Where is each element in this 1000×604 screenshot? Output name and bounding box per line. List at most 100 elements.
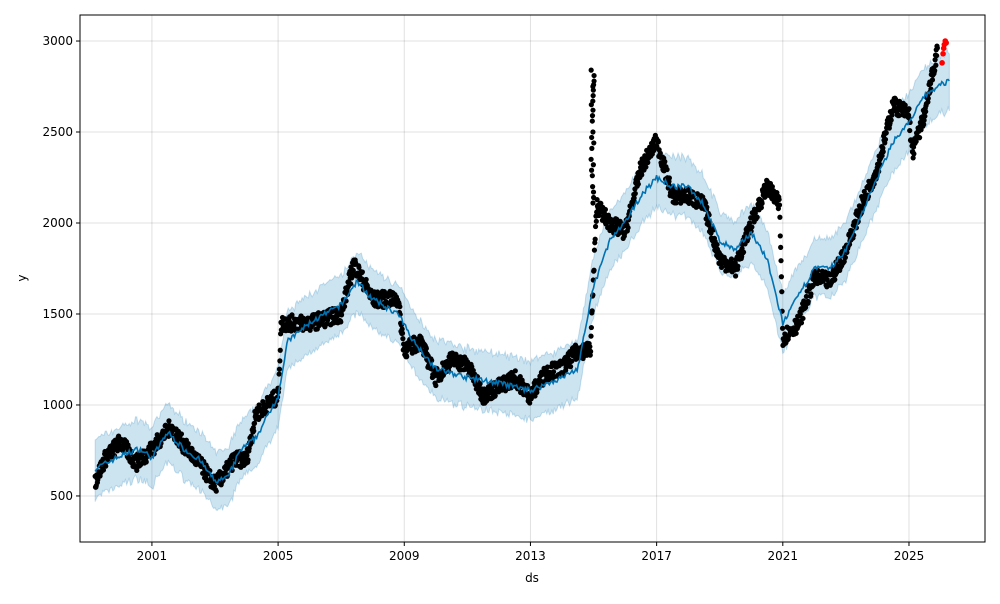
observed-point xyxy=(374,289,381,295)
observed-point xyxy=(808,291,814,297)
observed-point xyxy=(276,366,283,372)
observed-point xyxy=(625,225,631,231)
observed-point xyxy=(662,158,668,165)
observed-point xyxy=(589,118,595,124)
observed-point xyxy=(544,364,551,370)
observed-point xyxy=(100,467,107,473)
observed-point xyxy=(776,196,782,203)
observed-point xyxy=(591,140,597,146)
observed-point xyxy=(587,344,593,350)
observed-point xyxy=(588,67,594,73)
observed-point xyxy=(740,249,747,255)
observed-point xyxy=(880,149,886,155)
observed-point xyxy=(567,364,574,370)
future-actual-point xyxy=(940,50,946,57)
y-tick-label: 3000 xyxy=(42,34,73,48)
observed-point xyxy=(588,324,594,331)
observed-point xyxy=(178,431,185,437)
observed-point xyxy=(433,382,439,389)
future-actual-point xyxy=(939,60,945,66)
observed-point xyxy=(861,201,867,207)
observed-point xyxy=(397,304,403,310)
observed-point xyxy=(590,129,596,135)
observed-point xyxy=(103,463,109,469)
observed-point xyxy=(779,325,786,331)
forecast-yhat-line xyxy=(94,78,950,484)
observed-point xyxy=(929,77,936,83)
observed-point xyxy=(359,269,365,275)
observed-point xyxy=(923,108,929,115)
observed-point xyxy=(842,254,848,261)
observed-point xyxy=(590,184,596,190)
observed-point xyxy=(906,106,912,112)
observed-point xyxy=(277,358,283,364)
observed-point xyxy=(922,113,928,119)
observed-point xyxy=(934,52,940,59)
observed-point xyxy=(880,145,886,151)
y-tick-label: 1500 xyxy=(42,307,73,321)
observed-point xyxy=(143,459,149,465)
observed-point xyxy=(657,150,663,156)
observed-point xyxy=(777,233,783,239)
observed-point xyxy=(404,354,410,360)
observed-point xyxy=(589,113,596,119)
x-tick-label: 2001 xyxy=(137,549,168,563)
observed-point xyxy=(805,298,811,305)
observed-point xyxy=(591,72,597,79)
observed-point xyxy=(245,457,251,463)
observed-point xyxy=(769,184,775,190)
observed-point xyxy=(590,93,596,99)
observed-point xyxy=(276,371,282,377)
observed-point xyxy=(913,138,919,145)
observed-point xyxy=(591,247,598,253)
observed-point xyxy=(278,331,284,337)
observed-point xyxy=(728,256,735,262)
future-actual-points xyxy=(939,38,950,66)
observed-point xyxy=(798,320,805,326)
observed-point xyxy=(889,112,895,118)
observed-point xyxy=(166,418,172,424)
observed-point xyxy=(423,345,429,352)
observed-point xyxy=(932,57,938,63)
observed-point xyxy=(593,218,599,224)
observed-point xyxy=(777,214,783,220)
observed-point xyxy=(632,190,638,197)
observed-point xyxy=(911,151,917,157)
observed-point xyxy=(879,153,885,159)
observed-point xyxy=(655,139,661,145)
observed-points xyxy=(92,43,940,494)
observed-point xyxy=(447,363,453,369)
observed-point xyxy=(589,173,595,179)
observed-point xyxy=(588,156,594,162)
observed-point xyxy=(564,364,570,370)
observed-point xyxy=(289,312,295,318)
observed-point xyxy=(527,400,533,406)
observed-point xyxy=(778,258,784,264)
observed-point xyxy=(916,135,923,141)
y-tick-label: 500 xyxy=(50,489,73,503)
observed-point xyxy=(588,167,595,173)
observed-point xyxy=(590,98,596,104)
observed-point xyxy=(338,319,344,325)
observed-point xyxy=(399,326,405,332)
observed-point xyxy=(350,267,356,274)
observed-point xyxy=(754,214,760,220)
observed-point xyxy=(589,145,595,151)
observed-point xyxy=(213,488,219,494)
observed-point xyxy=(703,200,709,206)
x-tick-label: 2017 xyxy=(641,549,672,563)
observed-point xyxy=(349,274,355,280)
observed-point xyxy=(800,315,806,322)
observed-point xyxy=(832,277,838,283)
observed-point xyxy=(714,241,720,248)
observed-point xyxy=(907,127,913,134)
observed-point xyxy=(664,166,670,173)
observed-point xyxy=(673,200,679,206)
observed-point xyxy=(348,281,354,287)
plot-frame xyxy=(79,14,986,543)
observed-point xyxy=(251,420,258,426)
observed-point xyxy=(590,162,596,168)
observed-point xyxy=(803,293,809,300)
x-tick-label: 2005 xyxy=(263,549,294,563)
